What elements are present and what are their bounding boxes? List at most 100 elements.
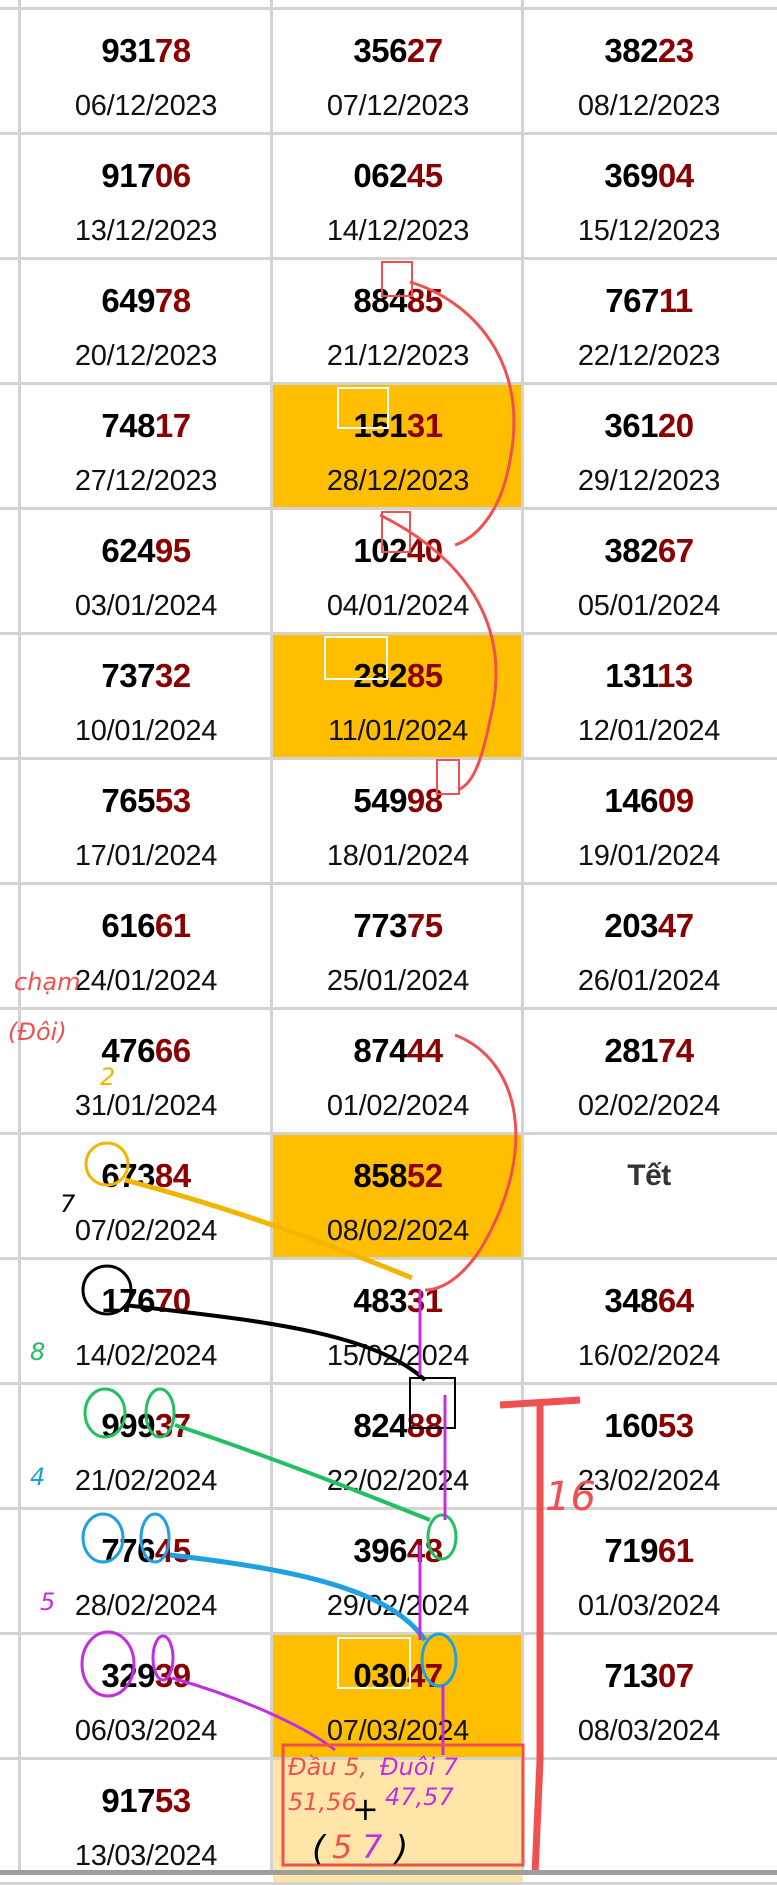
result-date: 20/12/2023 bbox=[74, 340, 218, 372]
number-tail: 52 bbox=[406, 1157, 443, 1194]
result-cell: 91706 13/12/2023 bbox=[21, 135, 271, 257]
result-number: 32939 bbox=[21, 1657, 271, 1695]
result-cell: 99937 21/02/2024 bbox=[21, 1385, 271, 1507]
number-head: 281 bbox=[604, 1032, 658, 1069]
number-head: 824 bbox=[353, 1407, 407, 1444]
result-cell: 35627 07/12/2023 bbox=[273, 10, 523, 132]
result-number: 62495 bbox=[21, 532, 271, 570]
number-tail: 78 bbox=[154, 32, 191, 69]
result-cell: 71307 08/03/2024 bbox=[524, 1635, 774, 1757]
result-number: 71307 bbox=[524, 1657, 774, 1695]
result-date: 02/02/2024 bbox=[577, 1090, 721, 1122]
number-head: 765 bbox=[101, 782, 155, 819]
number-tail: 04 bbox=[657, 157, 694, 194]
number-head: 719 bbox=[604, 1532, 658, 1569]
number-head: 476 bbox=[101, 1032, 155, 1069]
number-head: 917 bbox=[101, 1782, 155, 1819]
result-number: 76553 bbox=[21, 782, 271, 820]
number-head: 549 bbox=[353, 782, 407, 819]
result-cell: 34864 16/02/2024 bbox=[524, 1260, 774, 1382]
grid-row-line bbox=[0, 1132, 777, 1135]
grid-row-line bbox=[0, 257, 777, 260]
grid-row-line bbox=[0, 1257, 777, 1260]
result-cell bbox=[524, 1760, 774, 1882]
result-date: 19/01/2024 bbox=[577, 840, 721, 872]
number-tail: 40 bbox=[406, 532, 443, 569]
number-tail: 39 bbox=[154, 1657, 191, 1694]
number-tail: 53 bbox=[154, 1782, 191, 1819]
number-tail: 07 bbox=[657, 1657, 694, 1694]
result-number: 15131 bbox=[273, 407, 523, 445]
number-head: 146 bbox=[604, 782, 658, 819]
result-number: 17670 bbox=[21, 1282, 271, 1320]
number-head: 151 bbox=[353, 407, 407, 444]
result-cell: 47666 31/01/2024 bbox=[21, 1010, 271, 1132]
result-number: 93178 bbox=[21, 32, 271, 70]
number-tail: 45 bbox=[406, 157, 443, 194]
grid-row-line bbox=[0, 382, 777, 385]
number-tail: 47 bbox=[406, 1657, 443, 1694]
number-tail: 17 bbox=[154, 407, 191, 444]
result-number: 28285 bbox=[273, 657, 523, 695]
grid-row-line bbox=[0, 1507, 777, 1510]
result-date: 04/01/2024 bbox=[326, 590, 470, 622]
result-date: 27/12/2023 bbox=[74, 465, 218, 497]
result-cell: 85852 08/02/2024 bbox=[273, 1135, 523, 1257]
number-head: 282 bbox=[353, 657, 407, 694]
number-head: 382 bbox=[604, 32, 658, 69]
result-date: 18/01/2024 bbox=[326, 840, 470, 872]
grid-row-line bbox=[0, 1007, 777, 1010]
result-number: 13113 bbox=[524, 657, 774, 695]
number-tail: 66 bbox=[154, 1032, 191, 1069]
result-date: 15/02/2024 bbox=[326, 1340, 470, 1372]
holiday-label: Tết bbox=[627, 1159, 671, 1192]
grid-column-line bbox=[18, 0, 21, 1875]
grid-row-line bbox=[0, 632, 777, 635]
number-tail: 53 bbox=[657, 1407, 694, 1444]
result-cell: 87444 01/02/2024 bbox=[273, 1010, 523, 1132]
result-number: 48331 bbox=[273, 1282, 523, 1320]
result-cell: Tết bbox=[524, 1135, 774, 1257]
result-date: 22/12/2023 bbox=[577, 340, 721, 372]
result-number: 38267 bbox=[524, 532, 774, 570]
result-cell: 61661 24/01/2024 bbox=[21, 885, 271, 1007]
number-tail: 09 bbox=[657, 782, 694, 819]
number-tail: 31 bbox=[406, 407, 443, 444]
result-number: 88485 bbox=[273, 282, 523, 320]
number-tail: 27 bbox=[406, 32, 443, 69]
result-cell: 28174 02/02/2024 bbox=[524, 1010, 774, 1132]
grid-row-line bbox=[0, 507, 777, 510]
grid-column-line bbox=[521, 0, 524, 1875]
result-date: 26/01/2024 bbox=[577, 965, 721, 997]
result-cell: 77375 25/01/2024 bbox=[273, 885, 523, 1007]
result-date: 14/02/2024 bbox=[74, 1340, 218, 1372]
result-date: 28/12/2023 bbox=[326, 465, 470, 497]
result-number: 20347 bbox=[524, 907, 774, 945]
bottom-scroll-edge bbox=[0, 1870, 777, 1875]
result-number: 77645 bbox=[21, 1532, 271, 1570]
number-head: 917 bbox=[101, 157, 155, 194]
result-number: 03047 bbox=[273, 1657, 523, 1695]
result-cell: 38223 08/12/2023 bbox=[524, 10, 774, 132]
number-tail: 31 bbox=[406, 1282, 443, 1319]
result-cell: 14609 19/01/2024 bbox=[524, 760, 774, 882]
result-number: 47666 bbox=[21, 1032, 271, 1070]
result-cell: 06245 14/12/2023 bbox=[273, 135, 523, 257]
result-number: 06245 bbox=[273, 157, 523, 195]
result-cell: 39648 29/02/2024 bbox=[273, 1510, 523, 1632]
number-head: 348 bbox=[604, 1282, 658, 1319]
number-head: 160 bbox=[604, 1407, 658, 1444]
number-head: 361 bbox=[604, 407, 658, 444]
number-tail: 78 bbox=[154, 282, 191, 319]
result-number: 34864 bbox=[524, 1282, 774, 1320]
result-date: 15/12/2023 bbox=[577, 215, 721, 247]
number-tail: 70 bbox=[154, 1282, 191, 1319]
result-number: 76711 bbox=[524, 282, 774, 320]
number-tail: 95 bbox=[154, 532, 191, 569]
number-tail: 45 bbox=[154, 1532, 191, 1569]
result-date: 25/01/2024 bbox=[326, 965, 470, 997]
result-number: 61661 bbox=[21, 907, 271, 945]
number-tail: 88 bbox=[406, 1407, 443, 1444]
number-head: 649 bbox=[101, 282, 155, 319]
number-head: 673 bbox=[101, 1157, 155, 1194]
